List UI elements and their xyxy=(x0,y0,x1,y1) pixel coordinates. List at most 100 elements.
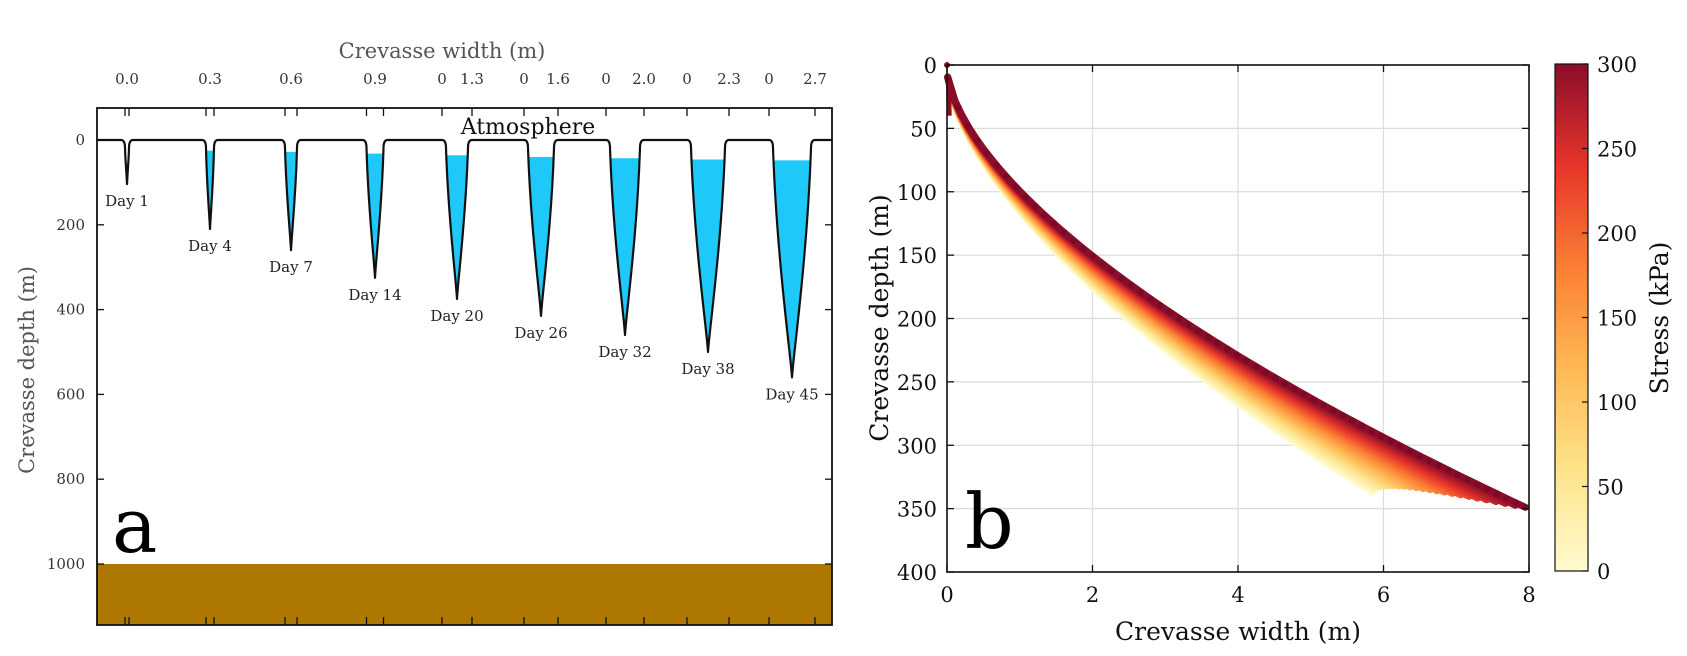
panel-a-top-tick-label: 0.3 xyxy=(198,70,222,88)
max-stress-point xyxy=(1474,481,1481,488)
bedrock xyxy=(97,564,832,625)
colorbar-tick-label: 300 xyxy=(1597,53,1637,77)
max-stress-point xyxy=(1493,490,1500,497)
max-stress-point xyxy=(1108,267,1116,275)
panel-a-top-tick-label: 0 xyxy=(764,70,774,88)
max-stress-point xyxy=(1079,245,1087,252)
day-label: Day 26 xyxy=(514,324,567,342)
meltwater-fill xyxy=(285,151,297,251)
day-label: Day 32 xyxy=(598,343,651,361)
max-stress-point xyxy=(1329,407,1337,414)
meltwater-fill xyxy=(206,150,214,230)
panel-a-top-x-axis-label: Crevasse width (m) xyxy=(339,39,546,63)
max-stress-point xyxy=(1070,237,1077,244)
day-label: Day 4 xyxy=(188,237,232,255)
max-stress-point xyxy=(1243,357,1250,365)
day-label: Day 7 xyxy=(269,258,313,276)
colorbar-tick-label: 50 xyxy=(1597,476,1624,500)
panel-b-y-tick-label: 150 xyxy=(897,244,937,268)
panel-b-x-tick-label: 8 xyxy=(1522,583,1535,607)
max-stress-point xyxy=(1310,396,1318,403)
panel-a-top-tick-label: 1.6 xyxy=(546,70,570,88)
colorbar-tick-label: 200 xyxy=(1597,222,1637,246)
max-stress-point xyxy=(1252,363,1260,370)
panel-a-top-tick-label: 0.9 xyxy=(363,70,387,88)
panel-b-x-axis-label: Crevasse width (m) xyxy=(1115,617,1361,646)
panel-a-y-tick-label: 600 xyxy=(56,385,85,403)
max-stress-point xyxy=(1291,385,1298,393)
max-stress-point xyxy=(1502,495,1510,502)
panel-a: Crevasse width (m) Crevasse depth (m) 0.… xyxy=(15,39,833,626)
max-stress-point xyxy=(1214,339,1221,347)
max-stress-point xyxy=(954,104,962,111)
panel-a-y-axis-label: Crevasse depth (m) xyxy=(15,266,39,474)
panel-b-y-tick-label: 50 xyxy=(910,117,937,141)
panel-b-y-tick-label: 200 xyxy=(897,308,937,332)
panel-a-top-tick-label: 0 xyxy=(601,70,611,88)
colorbar-label: Stress (kPa) xyxy=(1645,242,1674,395)
max-stress-point xyxy=(1118,274,1125,282)
max-stress-point xyxy=(964,122,971,129)
panel-a-top-tick-label: 2.0 xyxy=(632,70,656,88)
stress-curve xyxy=(944,73,1500,506)
max-stress-point xyxy=(1445,467,1452,474)
max-stress-point xyxy=(1377,432,1385,440)
stress-curve xyxy=(944,73,1509,507)
panel-b: 0 2 4 6 8 0 50 100 150 200 250 300 350 400 Crevasse w… xyxy=(865,53,1674,646)
panel-a-top-tick-label: 1.3 xyxy=(460,70,484,88)
max-stress-point xyxy=(1512,499,1519,506)
day-label: Day 14 xyxy=(348,286,401,304)
near-surface-marker xyxy=(945,80,952,116)
max-stress-point xyxy=(1166,308,1173,316)
meltwater-fill xyxy=(367,153,383,278)
panel-a-ice-surface-outline xyxy=(97,138,832,379)
panel-b-y-tick-label: 250 xyxy=(897,371,937,395)
max-stress-point xyxy=(1435,462,1443,469)
meltwater-fill xyxy=(610,158,640,336)
stress-curve xyxy=(944,73,1482,502)
panel-b-y-tick-label: 0 xyxy=(924,54,937,78)
max-stress-point xyxy=(1358,422,1366,430)
panel-b-y-axis-label: Crevasse depth (m) xyxy=(865,194,894,441)
panel-b-letter: b xyxy=(965,477,1014,566)
max-stress-point xyxy=(1204,333,1212,341)
panel-a-atmosphere-label: Atmosphere xyxy=(460,115,596,140)
panel-a-top-tick-label: 0.6 xyxy=(279,70,303,88)
max-stress-point xyxy=(1051,220,1058,228)
max-stress-point xyxy=(1301,391,1308,398)
max-stress-point xyxy=(1387,437,1394,445)
panel-b-x-tick-label: 4 xyxy=(1231,583,1244,607)
panel-b-x-tick-label: 2 xyxy=(1086,583,1099,607)
max-stress-point xyxy=(1041,211,1048,219)
panel-b-x-tick-label: 0 xyxy=(940,583,953,607)
max-stress-point xyxy=(1483,485,1491,493)
panel-a-top-tick-label: 2.3 xyxy=(717,70,741,88)
panel-a-y-tick-label: 0 xyxy=(75,131,85,149)
panel-a-frame xyxy=(96,107,833,626)
max-stress-point xyxy=(974,137,981,144)
max-stress-point xyxy=(1060,229,1068,236)
max-stress-point xyxy=(1002,173,1010,180)
max-stress-point xyxy=(1464,476,1471,483)
max-stress-point xyxy=(1137,288,1144,296)
panel-a-y-tick-label: 800 xyxy=(56,470,85,488)
max-stress-point xyxy=(1022,193,1029,200)
stress-curve xyxy=(944,73,1529,511)
day-label: Day 38 xyxy=(681,360,734,378)
max-stress-point xyxy=(1127,281,1135,289)
max-stress-point xyxy=(1406,447,1414,455)
max-stress-point xyxy=(1099,260,1106,267)
stress-curve xyxy=(944,73,1519,509)
panel-a-letter: a xyxy=(112,481,157,570)
max-stress-point xyxy=(1397,442,1404,450)
meltwater-fill xyxy=(528,156,554,316)
max-stress-point xyxy=(1281,380,1289,387)
max-stress-point xyxy=(983,150,991,157)
max-stress-point xyxy=(993,162,1000,169)
panel-b-y-tick-label: 300 xyxy=(897,434,937,458)
max-stress-point xyxy=(1224,345,1231,353)
max-stress-point xyxy=(1012,183,1019,191)
max-stress-point xyxy=(1522,504,1529,511)
max-stress-point xyxy=(1176,315,1183,322)
